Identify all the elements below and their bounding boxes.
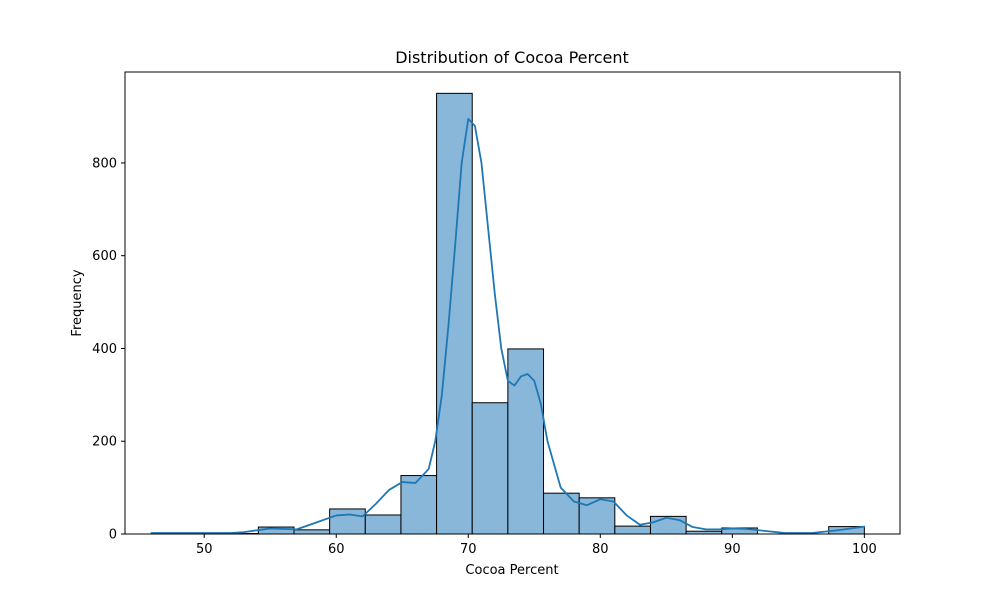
y-tick-label: 200 xyxy=(92,435,117,450)
x-tick-label: 50 xyxy=(196,542,213,557)
x-tick-label: 80 xyxy=(592,542,609,557)
histogram-bar xyxy=(614,525,651,535)
x-axis: 50 60 70 80 90 100 xyxy=(196,534,877,557)
y-tick-label: 600 xyxy=(92,249,117,264)
y-tick-label: 0 xyxy=(109,528,117,543)
y-tick-label: 400 xyxy=(92,342,117,357)
histogram-bar xyxy=(578,497,616,535)
x-tick-label: 90 xyxy=(724,542,741,557)
kde-group xyxy=(150,117,866,534)
histogram-bar xyxy=(507,348,545,535)
x-tick-label: 70 xyxy=(460,542,477,557)
histogram-bar xyxy=(436,92,473,535)
chart-title: Distribution of Cocoa Percent xyxy=(395,48,629,67)
histogram-bar xyxy=(400,475,438,535)
histogram-bar xyxy=(471,402,509,535)
histogram-bar xyxy=(329,508,366,535)
y-axis-label: Frequency xyxy=(70,269,85,336)
kde-line xyxy=(150,117,866,534)
histogram-bar xyxy=(293,529,331,535)
x-tick-label: 60 xyxy=(328,542,345,557)
histogram-bar xyxy=(543,492,580,535)
bars-group xyxy=(150,92,865,535)
y-tick-label: 800 xyxy=(92,156,117,171)
histogram-bar xyxy=(364,514,402,535)
y-axis: 0 200 400 600 800 xyxy=(92,156,125,543)
x-axis-label: Cocoa Percent xyxy=(465,563,558,578)
x-tick-label: 100 xyxy=(852,542,877,557)
plot-frame xyxy=(124,71,901,535)
